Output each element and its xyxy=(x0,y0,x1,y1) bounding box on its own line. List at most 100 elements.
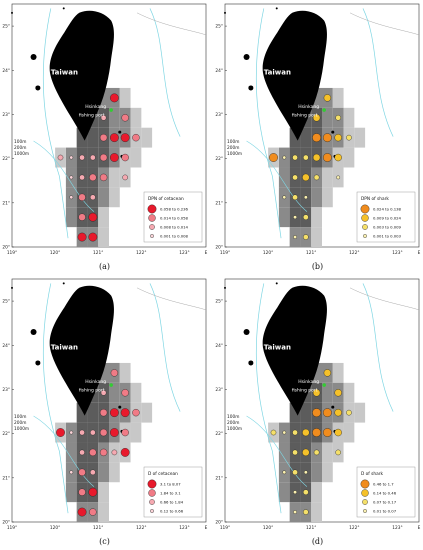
small-island xyxy=(224,11,226,14)
marker-cetacean xyxy=(77,232,87,242)
marker-shark xyxy=(282,155,287,160)
legend-title: DPN of cetacean xyxy=(148,196,184,202)
lat-tick: 21° xyxy=(2,200,10,206)
legend-item-label: 0.07 to 0.17 xyxy=(373,500,397,505)
marker-cetacean xyxy=(121,428,129,437)
grid-cell xyxy=(76,402,88,423)
lat-tick: 23° xyxy=(215,112,223,118)
marker-shark xyxy=(312,428,322,437)
lon-tick: 122° xyxy=(349,250,359,256)
marker-cetacean xyxy=(78,488,86,496)
port-marker xyxy=(322,108,326,112)
legend-title: D of cetacean xyxy=(148,471,178,477)
grid-cell xyxy=(332,362,344,383)
marker-shark xyxy=(302,173,310,182)
legend-swatch xyxy=(361,214,369,222)
catch-markers xyxy=(57,93,140,242)
lat-tick: 20° xyxy=(215,245,223,251)
marker-cetacean xyxy=(110,369,119,377)
grid-cell xyxy=(322,107,333,128)
depth-contours xyxy=(33,8,207,239)
legend-swatch xyxy=(360,479,370,489)
catch-markers xyxy=(269,94,352,240)
lat-tick: 25° xyxy=(215,24,223,30)
legend-swatch xyxy=(148,214,156,222)
depth-contours xyxy=(246,8,420,239)
grid-cell xyxy=(65,442,77,463)
lon-tick: 123° xyxy=(179,525,189,531)
small-island xyxy=(30,54,37,61)
depth-line xyxy=(149,283,181,412)
legend-swatch xyxy=(363,234,367,238)
marker-cetacean xyxy=(99,408,108,417)
grid-cell xyxy=(98,87,109,108)
marker-shark xyxy=(312,153,321,162)
lon-tick: 119° xyxy=(7,250,17,256)
legend-swatch xyxy=(363,509,367,513)
grid-cell xyxy=(311,482,322,503)
port-label: Hsinkang xyxy=(298,104,319,110)
grid-cell xyxy=(343,107,355,128)
marker-shark xyxy=(292,154,298,161)
legend-item-label: 0.14 to 0.46 xyxy=(373,491,397,496)
marker-cetacean xyxy=(90,469,96,476)
grid-cell xyxy=(141,402,153,423)
grid-cell xyxy=(322,167,333,188)
depth-label: 1000m xyxy=(14,426,29,432)
port-label: Hsinkang xyxy=(298,379,319,385)
marker-cetacean xyxy=(109,408,119,418)
grid-cell xyxy=(300,127,312,148)
depth-line xyxy=(246,415,308,487)
marker-cetacean xyxy=(69,175,74,180)
depth-label: 1000m xyxy=(227,426,242,432)
lat-tick: 20° xyxy=(2,520,10,526)
marker-shark xyxy=(346,409,352,416)
grid-cell xyxy=(65,482,77,503)
depth-label: 100m xyxy=(227,414,239,420)
marker-cetacean xyxy=(100,114,107,121)
small-island xyxy=(62,7,65,10)
lon-tick: 121° xyxy=(306,250,316,256)
grid-cell xyxy=(141,127,153,148)
marker-shark xyxy=(334,133,342,142)
panel-caption: (d) xyxy=(311,537,324,546)
grid-cell xyxy=(109,167,120,188)
small-island xyxy=(248,360,254,366)
legend-item-label: 0.009 to 0.024 xyxy=(373,216,402,221)
depth-contours xyxy=(246,283,420,514)
marker-shark xyxy=(303,195,308,200)
small-island xyxy=(224,286,226,289)
catch-markers xyxy=(270,369,352,515)
lon-tick: 121° xyxy=(93,525,103,531)
grid-cell xyxy=(109,107,120,128)
legend-item-label: 0.01 to 0.07 xyxy=(373,509,397,514)
panel-caption: (c) xyxy=(99,537,110,546)
grid-cell xyxy=(311,502,322,522)
grid-cell xyxy=(322,187,333,208)
depth-label: 1000m xyxy=(14,151,29,157)
depth-label: 100m xyxy=(227,139,239,145)
taiwan-island xyxy=(262,10,327,141)
marker-cetacean xyxy=(78,213,86,221)
grid-cell xyxy=(354,127,366,148)
marker-shark xyxy=(334,389,342,397)
marker-cetacean xyxy=(88,212,98,222)
legend: DPN of cetacean 0.058 to 0.236 0.014 to 0.… xyxy=(143,191,203,243)
marker-shark xyxy=(303,470,308,475)
marker-cetacean xyxy=(89,508,97,516)
marker-shark xyxy=(282,195,287,200)
marker-cetacean xyxy=(90,194,96,201)
lat-tick: 25° xyxy=(215,299,223,305)
marker-shark xyxy=(346,134,352,141)
marker-cetacean xyxy=(69,155,74,160)
small-island xyxy=(118,130,122,134)
lat-tick: 24° xyxy=(2,68,10,74)
grid-cell xyxy=(322,382,333,403)
grid-cell xyxy=(98,227,109,247)
island-label: Taiwan xyxy=(51,69,78,77)
lon-tick: 120° xyxy=(263,250,273,256)
marker-cetacean xyxy=(122,174,128,181)
grid-cell xyxy=(311,227,322,247)
lat-tick: 22° xyxy=(215,156,223,162)
